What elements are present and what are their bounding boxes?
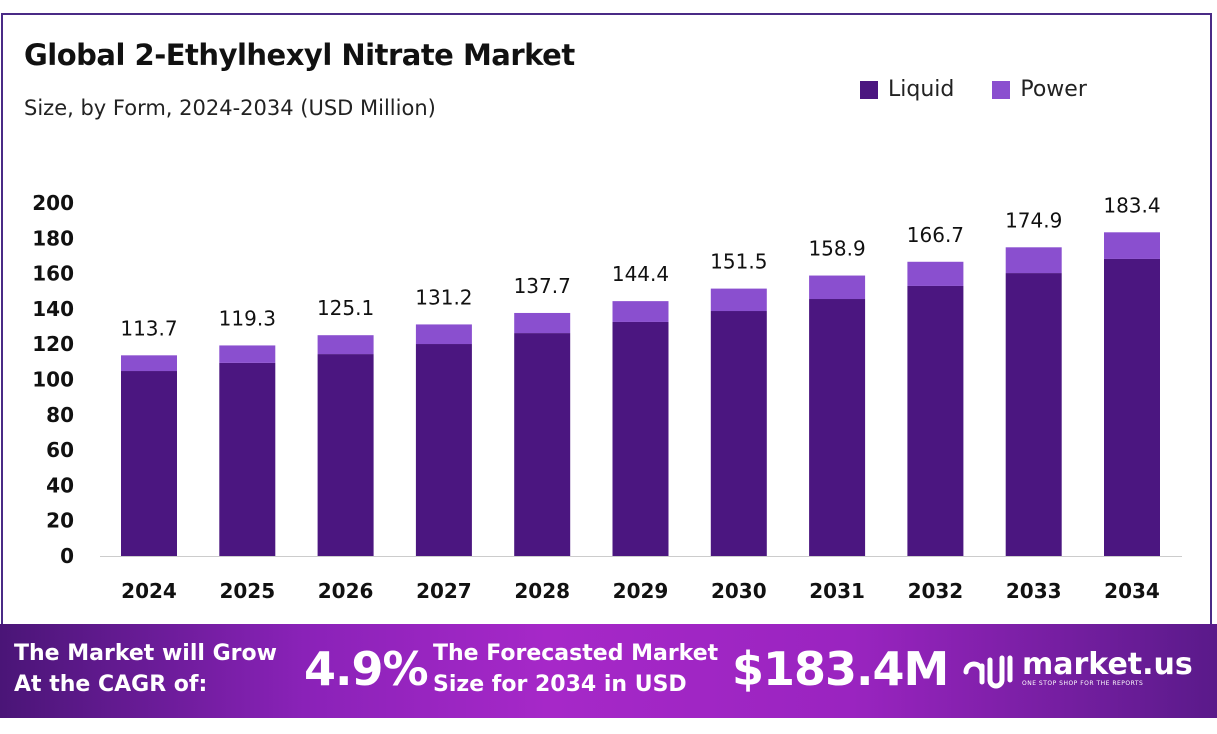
data-label: 151.5 [710, 250, 767, 274]
y-tick-label: 40 [46, 473, 74, 497]
bar-power-2029 [612, 301, 669, 322]
bar-power-2031 [809, 275, 866, 300]
bar-liquid-2025 [219, 362, 276, 556]
bar-liquid-2030 [710, 311, 767, 556]
y-tick-label: 140 [32, 297, 74, 321]
logo-mark-icon [963, 655, 1013, 689]
data-label: 137.7 [514, 274, 571, 298]
x-tick-label: 2026 [318, 579, 374, 603]
y-tick-label: 80 [46, 403, 74, 427]
footer-banner: The Market will Grow At the CAGR of: 4.9… [0, 624, 1217, 718]
bar-power-2034 [1104, 232, 1160, 259]
data-label: 183.4 [1103, 193, 1160, 217]
legend-swatch [860, 80, 878, 99]
x-tick-label: 2025 [219, 579, 275, 603]
data-label: 119.3 [219, 306, 276, 330]
bar-power-2033 [1005, 247, 1062, 274]
data-label: 158.9 [808, 237, 865, 261]
x-tick-label: 2033 [1006, 579, 1062, 603]
bar-power-2028 [514, 312, 571, 334]
legend-label: Power [1020, 77, 1087, 102]
forecast-label-line1: The Forecasted Market [433, 641, 719, 666]
bar-power-2026 [317, 335, 374, 355]
bar-power-2030 [710, 288, 767, 312]
bar-liquid-2031 [809, 299, 866, 556]
chart-subtitle: Size, by Form, 2024-2034 (USD Million) [24, 96, 436, 120]
x-tick-label: 2032 [908, 579, 964, 603]
x-tick-label: 2027 [416, 579, 472, 603]
y-tick-label: 200 [32, 191, 74, 215]
legend: Liquid Power [860, 77, 1087, 102]
forecast-label-line2: Size for 2034 in USD [433, 672, 687, 697]
x-tick-label: 2034 [1104, 579, 1160, 603]
x-tick-label: 2031 [809, 579, 865, 603]
logo-tagline: ONE STOP SHOP FOR THE REPORTS [1022, 679, 1144, 687]
chart-title: Global 2-Ethylhexyl Nitrate Market [24, 38, 575, 72]
data-label: 174.9 [1005, 208, 1062, 232]
market-us-logo: market.us ONE STOP SHOP FOR THE REPORTS [960, 646, 1193, 690]
logo-name: market.us [1022, 646, 1193, 682]
bar-liquid-2034 [1104, 258, 1160, 556]
x-tick-label: 2024 [121, 579, 177, 603]
bar-liquid-2028 [514, 333, 571, 556]
bar-liquid-2024 [121, 371, 177, 556]
x-tick-label: 2029 [613, 579, 669, 603]
cagr-label-line2: At the CAGR of: [14, 672, 208, 697]
cagr-label-line1: The Market will Grow [14, 641, 277, 666]
forecast-label: The Forecasted Market Size for 2034 in U… [433, 638, 718, 700]
cagr-value: 4.9% [304, 642, 429, 696]
bar-liquid-2027 [415, 344, 472, 556]
bar-liquid-2029 [612, 321, 669, 556]
bar-liquid-2026 [317, 354, 374, 556]
legend-label: Liquid [888, 77, 955, 102]
bar-power-2025 [219, 345, 276, 363]
forecast-value: $183.4M [732, 642, 949, 696]
bar-chart: 0 20 40 60 80 100 120 140 160 180 200 113.7 2024 119.… [32, 191, 1182, 603]
data-label: 144.4 [612, 262, 669, 286]
data-label: 166.7 [907, 223, 964, 247]
data-label: 113.7 [120, 316, 177, 340]
y-tick-label: 60 [46, 438, 74, 462]
bar-power-2032 [907, 261, 964, 286]
bar-liquid-2032 [907, 285, 964, 556]
x-tick-label: 2028 [514, 579, 570, 603]
y-tick-label: 100 [32, 368, 74, 392]
data-label: 125.1 [317, 296, 374, 320]
legend-item-power: Power [992, 77, 1087, 102]
bar-power-2027 [415, 324, 472, 345]
data-label: 131.2 [415, 285, 472, 309]
y-tick-label: 120 [32, 332, 74, 356]
legend-item-liquid: Liquid [860, 77, 954, 102]
bar-liquid-2033 [1005, 273, 1062, 556]
y-tick-label: 160 [32, 262, 74, 286]
legend-swatch [992, 80, 1011, 99]
y-tick-label: 20 [46, 509, 74, 533]
y-tick-label: 180 [32, 226, 74, 250]
x-tick-label: 2030 [711, 579, 767, 603]
bar-power-2024 [121, 355, 177, 372]
y-tick-label: 0 [60, 544, 74, 568]
chart-frame [1, 13, 1212, 633]
cagr-label: The Market will Grow At the CAGR of: [14, 638, 277, 700]
